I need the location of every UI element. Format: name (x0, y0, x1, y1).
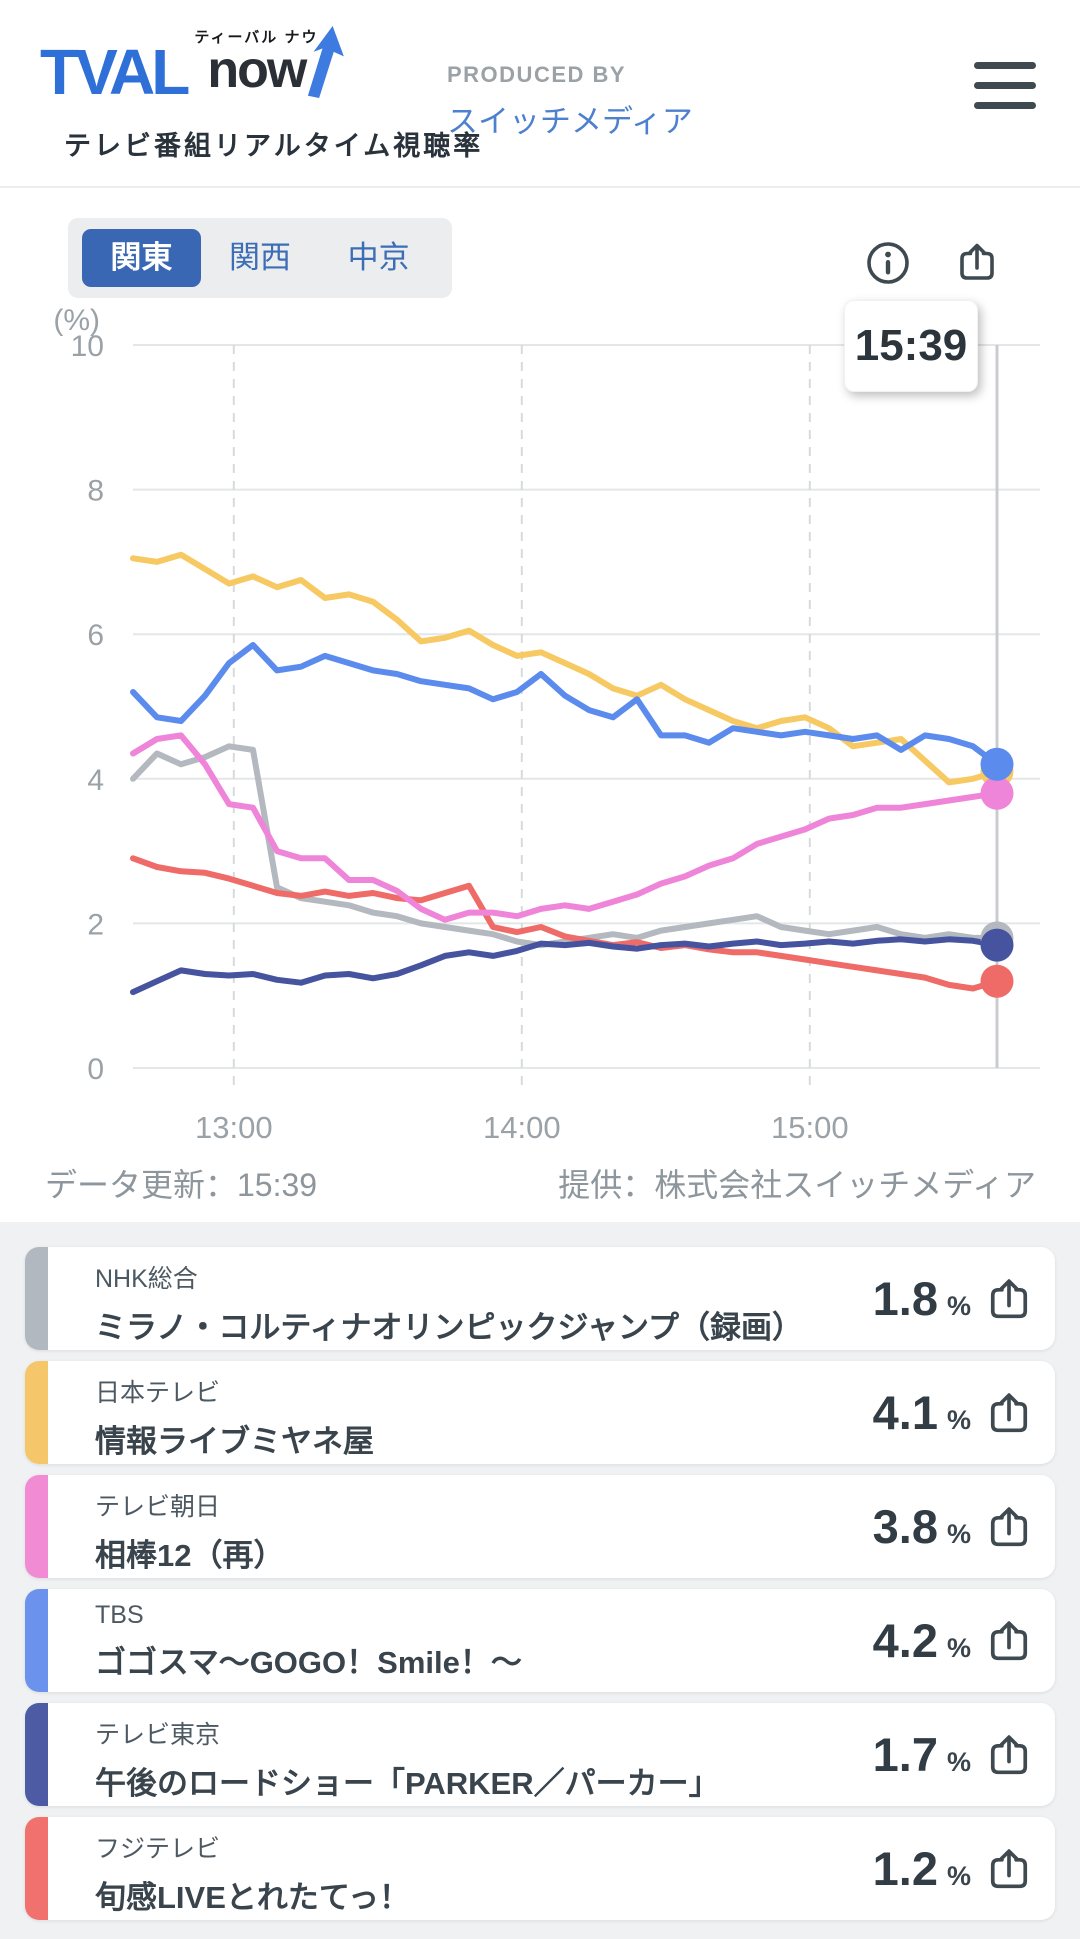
channel-color-bar (25, 1589, 48, 1692)
tab-chukyo[interactable]: 中京 (347, 240, 410, 275)
produced-by-block: PRODUCED BY スイッチメディア (447, 62, 693, 141)
channel-name: フジテレビ (95, 1835, 221, 1863)
program-row-ntv[interactable]: 日本テレビ 情報ライブミヤネ屋 4.1 % (25, 1361, 1055, 1464)
rating-value: 1.2 % (872, 1842, 971, 1895)
info-icon[interactable] (864, 239, 912, 287)
rating-value: 4.2 % (872, 1614, 971, 1667)
share-icon[interactable] (953, 237, 1001, 287)
program-row-asahi[interactable]: テレビ朝日 相棒12（再） 3.8 % (25, 1475, 1055, 1578)
share-icon[interactable] (983, 1729, 1035, 1781)
program-title: ゴゴスマ〜GOGO！Smile！〜 (95, 1645, 522, 1680)
svg-text:0: 0 (87, 1053, 104, 1086)
logo-now-text: now (207, 41, 307, 99)
rating-value: 1.7 % (872, 1728, 971, 1781)
share-icon[interactable] (983, 1501, 1035, 1553)
header-divider (0, 186, 1080, 188)
current-time-tooltip: 15:39 (844, 300, 978, 392)
rating-value: 1.8 % (872, 1272, 971, 1325)
program-row-tbs[interactable]: TBS ゴゴスマ〜GOGO！Smile！〜 4.2 % (25, 1589, 1055, 1692)
svg-text:10: 10 (71, 330, 104, 363)
program-title: 午後のロードショー「PARKER／パーカー」 (95, 1766, 720, 1801)
channel-color-bar (25, 1817, 48, 1920)
program-title: 情報ライブミヤネ屋 (95, 1424, 374, 1459)
share-icon[interactable] (983, 1615, 1035, 1667)
menu-hamburger-icon[interactable] (974, 62, 1036, 114)
rating-value: 3.8 % (872, 1500, 971, 1553)
channel-color-bar (25, 1247, 48, 1350)
svg-text:(%): (%) (53, 304, 100, 337)
logo-ruby-text: ティーバル ナウ (194, 29, 319, 46)
program-row-tvtokyo[interactable]: テレビ東京 午後のロードショー「PARKER／パーカー」 1.7 % (25, 1703, 1055, 1806)
channel-color-bar (25, 1361, 48, 1464)
channel-name: テレビ東京 (95, 1721, 221, 1749)
logo-tagline: テレビ番組リアルタイム視聴率 (64, 131, 484, 161)
region-tab-bar: 関東 関西 中京 (68, 218, 452, 298)
svg-text:2: 2 (87, 908, 104, 941)
tab-kansai[interactable]: 関西 (229, 240, 291, 275)
share-icon[interactable] (983, 1387, 1035, 1439)
rating-value: 4.1 % (872, 1386, 971, 1439)
svg-text:15:00: 15:00 (771, 1110, 849, 1145)
share-icon[interactable] (983, 1273, 1035, 1325)
tab-kanto[interactable]: 関東 (82, 229, 201, 287)
share-icon[interactable] (983, 1843, 1035, 1895)
channel-name: 日本テレビ (95, 1379, 221, 1407)
program-row-nhk[interactable]: NHK総合 ミラノ・コルティナオリンピックジャンプ（録画） 1.8 % (25, 1247, 1055, 1350)
channel-color-bar (25, 1475, 48, 1578)
produced-by-link[interactable]: スイッチメディア (447, 104, 693, 139)
data-provider-label: 提供：株式会社スイッチメディア (558, 1167, 1036, 1203)
svg-text:14:00: 14:00 (483, 1110, 561, 1145)
program-title: 旬感LIVEとれたてっ！ (95, 1880, 411, 1915)
channel-name: テレビ朝日 (95, 1493, 221, 1521)
logo-tval-text: TVAL (40, 36, 190, 108)
program-row-fuji[interactable]: フジテレビ 旬感LIVEとれたてっ！ 1.2 % (25, 1817, 1055, 1920)
app-logo[interactable]: TVAL ティーバル ナウ now (40, 26, 352, 104)
channel-name: TBS (95, 1601, 144, 1629)
produced-by-label: PRODUCED BY (447, 62, 627, 87)
svg-text:6: 6 (87, 619, 104, 652)
svg-text:8: 8 (87, 475, 104, 508)
channel-color-bar (25, 1703, 48, 1806)
program-list: NHK総合 ミラノ・コルティナオリンピックジャンプ（録画） 1.8 % 日本テレ… (0, 1222, 1080, 1939)
svg-text:13:00: 13:00 (195, 1110, 273, 1145)
program-title: ミラノ・コルティナオリンピックジャンプ（録画） (95, 1310, 804, 1345)
svg-text:4: 4 (87, 764, 104, 797)
logo-up-arrow-icon (308, 26, 345, 98)
program-title: 相棒12（再） (95, 1538, 285, 1573)
channel-name: NHK総合 (95, 1265, 198, 1293)
data-updated-label: データ更新：15:39 (45, 1167, 318, 1203)
